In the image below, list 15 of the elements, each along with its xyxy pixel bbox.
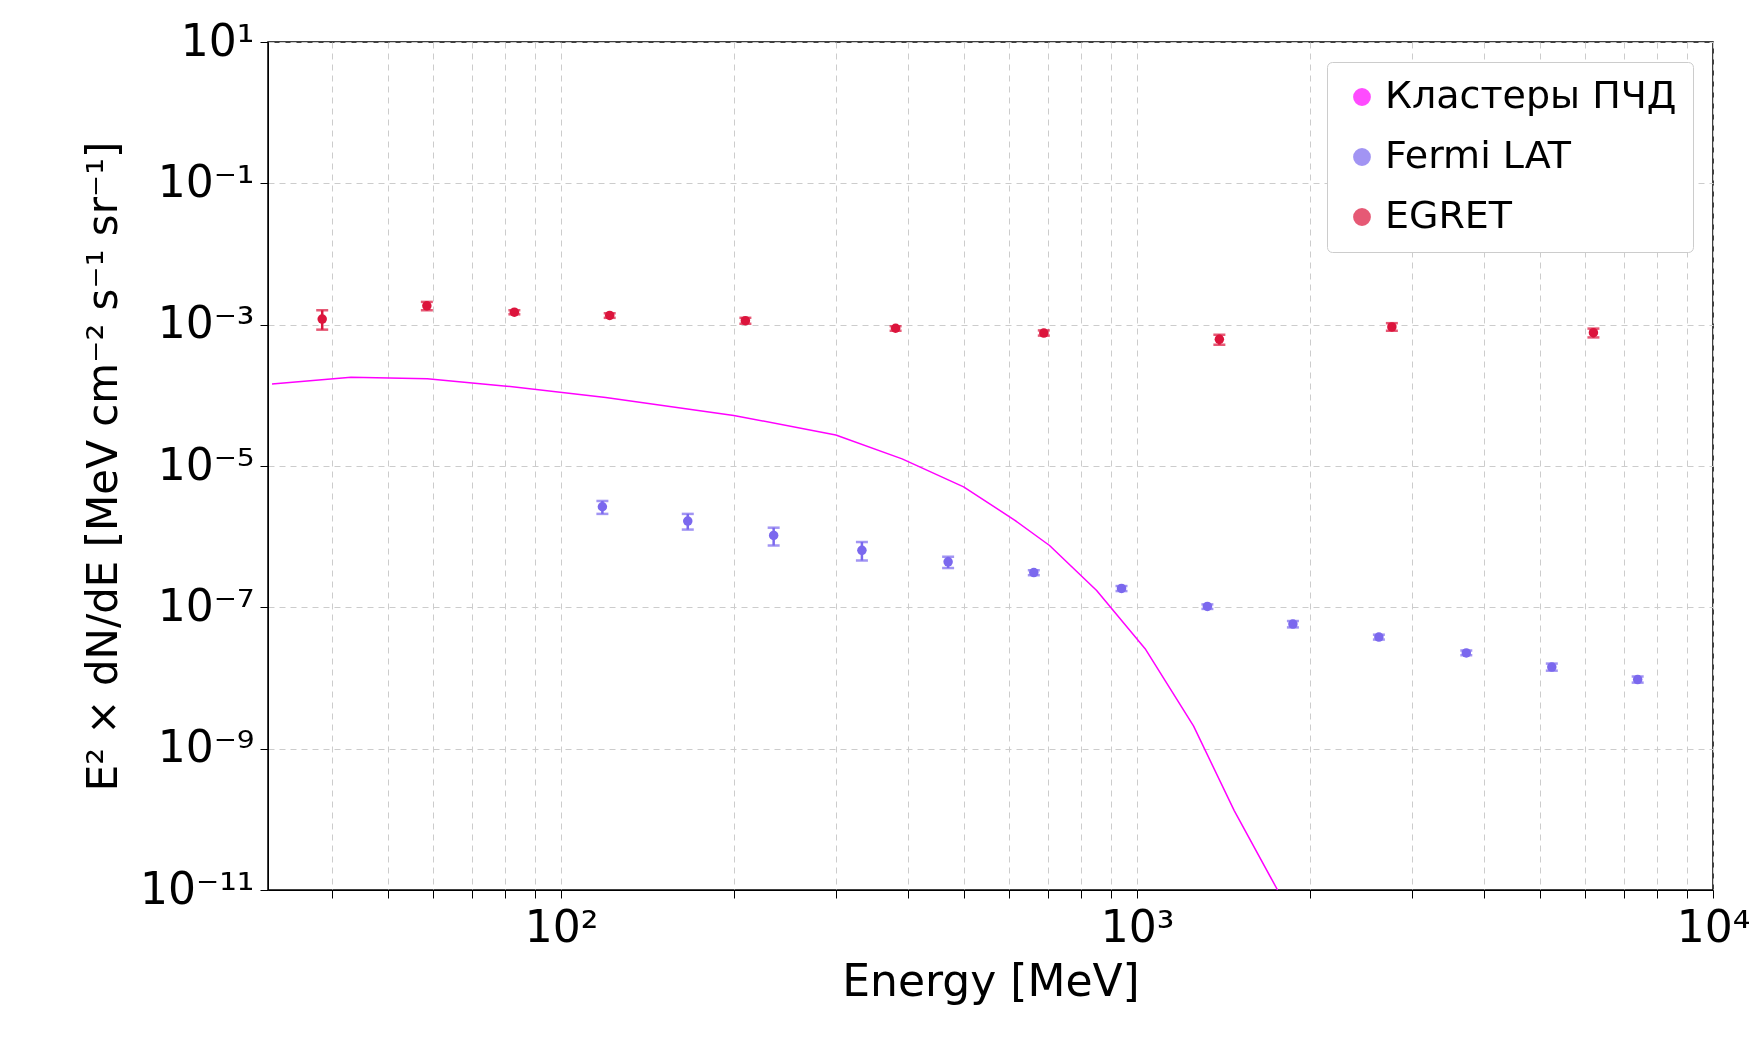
x-axis-title: Energy [MeV] bbox=[842, 954, 1140, 1006]
x-tick-label: 10⁴ bbox=[1676, 900, 1751, 952]
y-tick-label: 10⁻⁹ bbox=[157, 721, 255, 773]
y-tick-label: 10⁻³ bbox=[157, 297, 255, 349]
x-tick-label: 10² bbox=[524, 900, 599, 952]
y-tick-label: 10⁻¹¹ bbox=[140, 862, 255, 914]
legend-label: EGRET bbox=[1385, 193, 1513, 237]
legend-label: Кластеры ПЧД bbox=[1385, 73, 1677, 117]
y-axis-title: E² × dN/dE [MeV cm⁻² s⁻¹ sr⁻¹] bbox=[78, 141, 128, 792]
x-tick-label: 10³ bbox=[1100, 900, 1175, 952]
y-tick-label: 10¹ bbox=[180, 14, 255, 66]
y-tick-label: 10⁻⁷ bbox=[157, 579, 255, 631]
y-tick-label: 10⁻¹ bbox=[157, 155, 255, 207]
legend-label: Fermi LAT bbox=[1385, 133, 1572, 177]
y-tick-label: 10⁻⁵ bbox=[157, 438, 255, 490]
